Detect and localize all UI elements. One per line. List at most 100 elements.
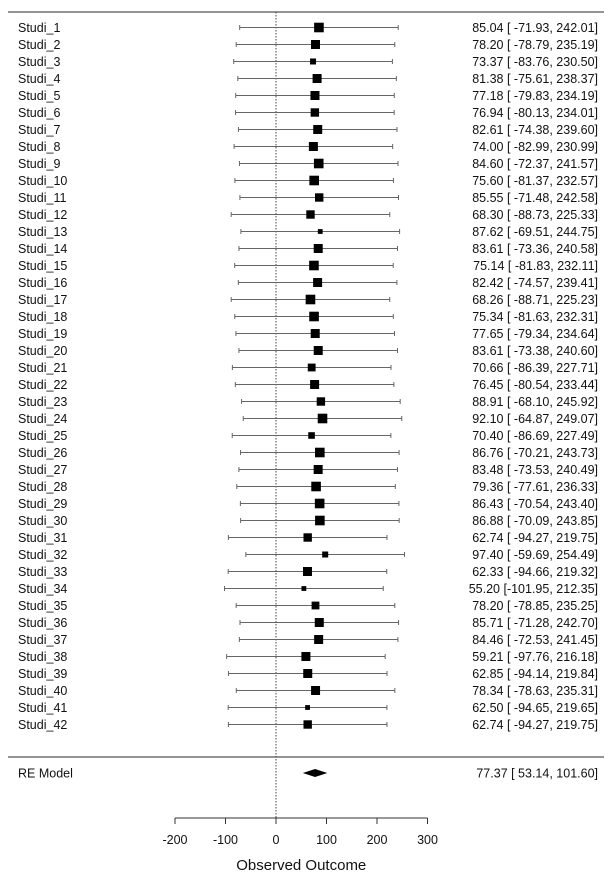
point-estimate [303, 669, 313, 678]
point-estimate [313, 465, 323, 474]
study-row: Studi_31 62.74 [ -94.27, 219.75] [18, 531, 598, 545]
study-label: Studi_20 [18, 344, 67, 358]
point-estimate [313, 244, 323, 253]
point-estimate [322, 551, 329, 558]
study-label: Studi_16 [18, 276, 67, 290]
estimate-ci-text: 62.74 [ -94.27, 219.75] [472, 531, 598, 545]
study-row: Studi_24 92.10 [ -64.87, 249.07] [18, 412, 598, 426]
point-estimate [313, 125, 323, 134]
point-estimate [314, 635, 324, 644]
study-label: Studi_40 [18, 684, 67, 698]
study-row: Studi_12 68.30 [ -88.73, 225.33] [18, 208, 598, 222]
study-label: Studi_14 [18, 242, 67, 256]
point-estimate [314, 498, 325, 509]
study-label: Studi_33 [18, 565, 67, 579]
study-row: Studi_2 78.20 [ -78.79, 235.19] [18, 38, 598, 52]
x-axis-title: Observed Outcome [236, 857, 366, 874]
estimate-ci-text: 62.50 [ -94.65, 219.65] [472, 701, 598, 715]
study-row: Studi_6 76.94 [ -80.13, 234.01] [18, 106, 598, 120]
point-estimate [307, 363, 316, 372]
study-label: Studi_1 [18, 21, 60, 35]
point-estimate [303, 533, 312, 542]
study-label: Studi_26 [18, 446, 67, 460]
x-tick: -100 [213, 818, 238, 847]
study-row: Studi_22 76.45 [ -80.54, 233.44] [18, 378, 598, 392]
point-estimate [315, 193, 324, 202]
study-label: Studi_29 [18, 497, 67, 511]
estimate-ci-text: 88.91 [ -68.10, 245.92] [472, 395, 598, 409]
study-row: Studi_39 62.85 [ -94.14, 219.84] [18, 667, 598, 681]
study-label: Studi_17 [18, 293, 67, 307]
study-row: Studi_18 75.34 [ -81.63, 232.31] [18, 310, 598, 324]
study-label: Studi_11 [18, 191, 66, 205]
study-label: Studi_39 [18, 667, 67, 681]
estimate-ci-text: 70.66 [ -86.39, 227.71] [472, 361, 598, 375]
point-estimate [317, 413, 328, 424]
point-estimate [312, 74, 322, 83]
study-label: Studi_7 [18, 123, 60, 137]
study-label: Studi_31 [18, 531, 67, 545]
point-estimate [303, 720, 312, 729]
study-label: Studi_6 [18, 106, 60, 120]
study-row: Studi_8 74.00 [ -82.99, 230.99] [18, 140, 598, 154]
plot-frame [8, 11, 604, 758]
study-row: Studi_30 86.88 [ -70.09, 243.85] [18, 514, 598, 528]
point-estimate [306, 210, 315, 219]
estimate-ci-text: 77.65 [ -79.34, 234.64] [472, 327, 598, 341]
study-rows: Studi_1 85.04 [ -71.93, 242.01] Studi_2 78.… [18, 21, 598, 732]
study-label: Studi_3 [18, 55, 60, 69]
study-label: Studi_32 [18, 548, 67, 562]
study-row: Studi_19 77.65 [ -79.34, 234.64] [18, 327, 598, 341]
x-tick-label: 300 [417, 833, 438, 847]
study-label: Studi_9 [18, 157, 60, 171]
study-label: Studi_21 [18, 361, 67, 375]
x-tick-label: 100 [316, 833, 337, 847]
estimate-ci-text: 82.61 [ -74.38, 239.60] [472, 123, 598, 137]
estimate-ci-text: 76.45 [ -80.54, 233.44] [472, 378, 598, 392]
point-estimate [315, 447, 325, 458]
study-row: Studi_7 82.61 [ -74.38, 239.60] [18, 123, 598, 137]
study-row: Studi_11 85.55 [ -71.48, 242.58] [18, 191, 598, 205]
estimate-ci-text: 78.34 [ -78.63, 235.31] [472, 684, 598, 698]
point-estimate [310, 40, 320, 49]
point-estimate [309, 175, 319, 186]
study-label: Studi_38 [18, 650, 67, 664]
point-estimate [311, 686, 321, 695]
estimate-ci-text: 68.26 [ -88.71, 225.23] [472, 293, 598, 307]
study-label: Studi_18 [18, 310, 67, 324]
estimate-ci-text: 79.36 [ -77.61, 236.33] [472, 480, 598, 494]
estimate-ci-text: 62.74 [ -94.27, 219.75] [472, 718, 598, 732]
study-row: Studi_26 86.76 [ -70.21, 243.73] [18, 446, 598, 460]
study-row: Studi_29 86.43 [ -70.54, 243.40] [18, 497, 598, 511]
point-estimate [305, 294, 316, 305]
estimate-ci-text: 68.30 [ -88.73, 225.33] [472, 208, 598, 222]
estimate-ci-text: 62.85 [ -94.14, 219.84] [472, 667, 598, 681]
study-label: Studi_37 [18, 633, 67, 647]
estimate-ci-text: 76.94 [ -80.13, 234.01] [472, 106, 598, 120]
estimate-ci-text: 78.20 [ -78.79, 235.19] [472, 38, 598, 52]
summary-diamond [302, 769, 328, 777]
summary-row: RE Model 77.37 [ 53.14, 101.60] [18, 767, 598, 781]
point-estimate [314, 22, 324, 33]
point-estimate [305, 705, 310, 710]
x-tick-label: -200 [162, 833, 187, 847]
study-row: Studi_3 73.37 [ -83.76, 230.50] [18, 55, 598, 69]
study-row: Studi_40 78.34 [ -78.63, 235.31] [18, 684, 598, 698]
point-estimate [309, 311, 319, 322]
study-label: Studi_12 [18, 208, 67, 222]
study-row: Studi_9 84.60 [ -72.37, 241.57] [18, 157, 598, 171]
point-estimate [313, 278, 323, 287]
estimate-ci-text: 86.76 [ -70.21, 243.73] [472, 446, 598, 460]
study-label: Studi_4 [18, 72, 60, 86]
study-row: Studi_21 70.66 [ -86.39, 227.71] [18, 361, 598, 375]
study-row: Studi_28 79.36 [ -77.61, 236.33] [18, 480, 598, 494]
point-estimate [310, 108, 320, 117]
point-estimate [309, 260, 319, 271]
point-estimate [310, 329, 320, 338]
study-label: Studi_35 [18, 599, 67, 613]
study-row: Studi_4 81.38 [ -75.61, 238.37] [18, 72, 598, 86]
estimate-ci-text: 84.60 [ -72.37, 241.57] [472, 157, 598, 171]
study-row: Studi_5 77.18 [ -79.83, 234.19] [18, 89, 598, 103]
study-row: Studi_33 62.33 [ -94.66, 219.32] [18, 565, 598, 579]
estimate-ci-text: 59.21 [ -97.76, 216.18] [472, 650, 598, 664]
